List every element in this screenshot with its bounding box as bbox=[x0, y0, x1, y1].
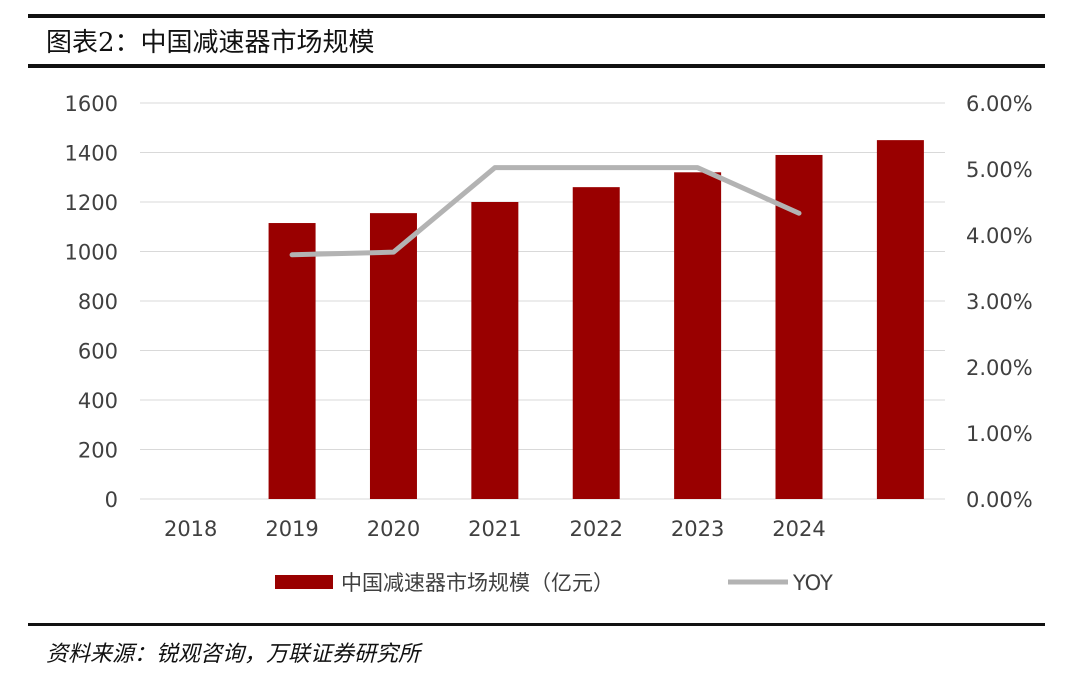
bar-series bbox=[268, 140, 924, 500]
yoy-point bbox=[797, 211, 802, 216]
bar bbox=[876, 140, 924, 499]
gridlines bbox=[140, 102, 945, 500]
legend-line-label: YOY bbox=[792, 571, 833, 595]
source-note: 资料来源：锐观咨询，万联证券研究所 bbox=[46, 642, 421, 667]
yoy-point bbox=[492, 165, 497, 170]
title-rule bbox=[28, 64, 1045, 68]
left-axis: 0 200 400 600 800 1000 1200 1400 1600 bbox=[65, 92, 118, 512]
bar bbox=[471, 202, 519, 499]
top-rule bbox=[28, 14, 1045, 18]
chart: 0 200 400 600 800 1000 1200 1400 1600 0.00% 1.00%… bbox=[65, 92, 1033, 595]
legend-bar-label: 中国减速器市场规模（亿元） bbox=[341, 571, 614, 595]
x-axis: 2018 2019 2020 2021 2022 2023 2024 bbox=[164, 517, 826, 541]
bar bbox=[572, 187, 620, 499]
left-tick-label: 600 bbox=[78, 340, 118, 364]
right-axis: 0.00% 1.00% 2.00% 3.00% 4.00% 5.00% 6.00% bbox=[966, 92, 1033, 512]
x-tick-label: 2019 bbox=[265, 517, 318, 541]
figure-title: 图表2：中国减速器市场规模 bbox=[46, 28, 375, 58]
right-tick-label: 4.00% bbox=[966, 224, 1033, 248]
left-tick-label: 1200 bbox=[65, 191, 118, 215]
bar bbox=[674, 172, 722, 500]
bar bbox=[369, 213, 417, 499]
right-tick-label: 3.00% bbox=[966, 290, 1033, 314]
bar bbox=[268, 223, 316, 499]
yoy-line bbox=[289, 165, 802, 258]
x-tick-label: 2022 bbox=[570, 517, 623, 541]
legend-bar-swatch bbox=[275, 575, 333, 589]
left-tick-label: 200 bbox=[78, 439, 118, 463]
left-tick-label: 1000 bbox=[65, 241, 118, 265]
x-tick-label: 2020 bbox=[367, 517, 420, 541]
right-tick-label: 6.00% bbox=[966, 92, 1033, 116]
right-tick-label: 5.00% bbox=[966, 158, 1033, 182]
yoy-point bbox=[391, 250, 396, 255]
right-tick-label: 2.00% bbox=[966, 356, 1033, 380]
yoy-series bbox=[289, 165, 802, 258]
bottom-rule bbox=[28, 623, 1045, 626]
left-tick-label: 0 bbox=[105, 488, 118, 512]
right-tick-label: 1.00% bbox=[966, 422, 1033, 446]
left-tick-label: 800 bbox=[78, 290, 118, 314]
yoy-point bbox=[290, 252, 295, 257]
left-tick-label: 1400 bbox=[65, 142, 118, 166]
left-tick-label: 1600 bbox=[65, 92, 118, 116]
yoy-point bbox=[594, 165, 599, 170]
yoy-point bbox=[695, 165, 700, 170]
x-tick-label: 2024 bbox=[772, 517, 825, 541]
left-tick-label: 400 bbox=[78, 389, 118, 413]
x-tick-label: 2023 bbox=[671, 517, 724, 541]
x-tick-label: 2018 bbox=[164, 517, 217, 541]
right-tick-label: 0.00% bbox=[966, 488, 1033, 512]
legend: 中国减速器市场规模（亿元） YOY bbox=[275, 571, 833, 595]
x-tick-label: 2021 bbox=[468, 517, 521, 541]
